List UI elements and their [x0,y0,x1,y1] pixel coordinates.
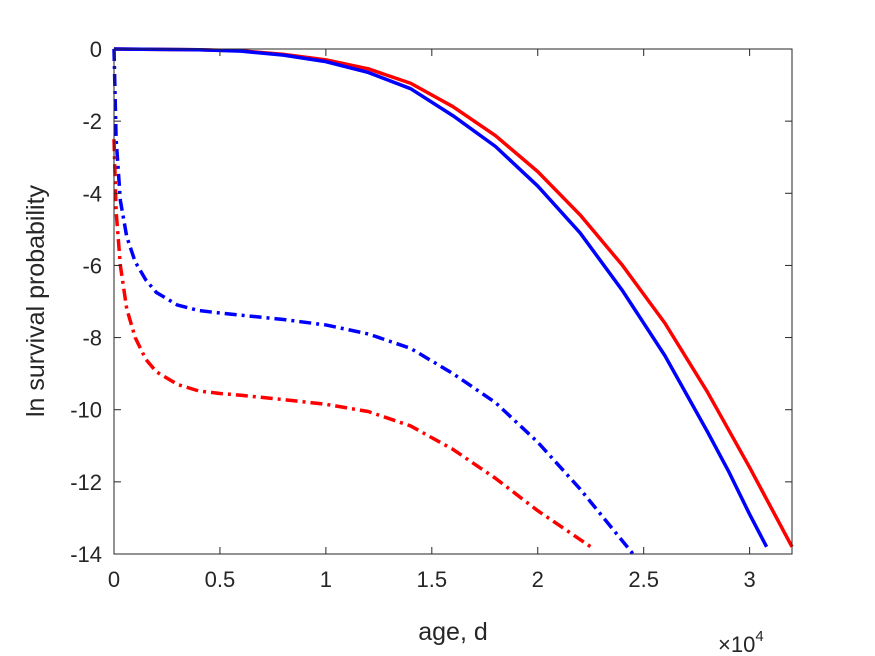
y-axis-label: ln survival probability [22,184,50,417]
axes-box [113,48,793,555]
series-line-1 [113,47,769,548]
y-tick-label: -2 [82,109,102,134]
x-axis-ticks: 0 0.5 1 1.5 2 2.5 3 [108,49,756,592]
x-axis-exponent: ×104 [718,628,764,656]
y-tick-label: -12 [70,470,102,495]
x-tick-label: 1 [320,567,332,592]
y-tick-label: -10 [70,398,102,423]
y-tick-label: -14 [70,542,102,567]
series-layer [112,47,794,556]
x-tick-label: 2 [532,567,544,592]
x-tick-label: 0 [108,567,120,592]
x-axis-exponent-base: ×10 [718,632,755,656]
y-tick-label: -8 [82,326,102,351]
series-line-3 [112,139,592,549]
x-tick-label: 1.5 [417,567,448,592]
x-tick-label: 0.5 [205,567,236,592]
x-tick-label: 2.5 [628,567,659,592]
x-tick-label: 3 [744,567,756,592]
x-axis-exponent-power: 4 [755,628,763,645]
series-line-2 [112,48,635,556]
y-tick-label: -4 [82,181,102,206]
plot-area [114,49,792,554]
y-tick-label: 0 [90,37,102,62]
y-tick-label: -6 [82,253,102,278]
y-axis-ticks: 0 -2 -4 -6 -8 -10 -12 -14 [70,37,792,567]
x-axis-label: age, d [418,618,488,646]
